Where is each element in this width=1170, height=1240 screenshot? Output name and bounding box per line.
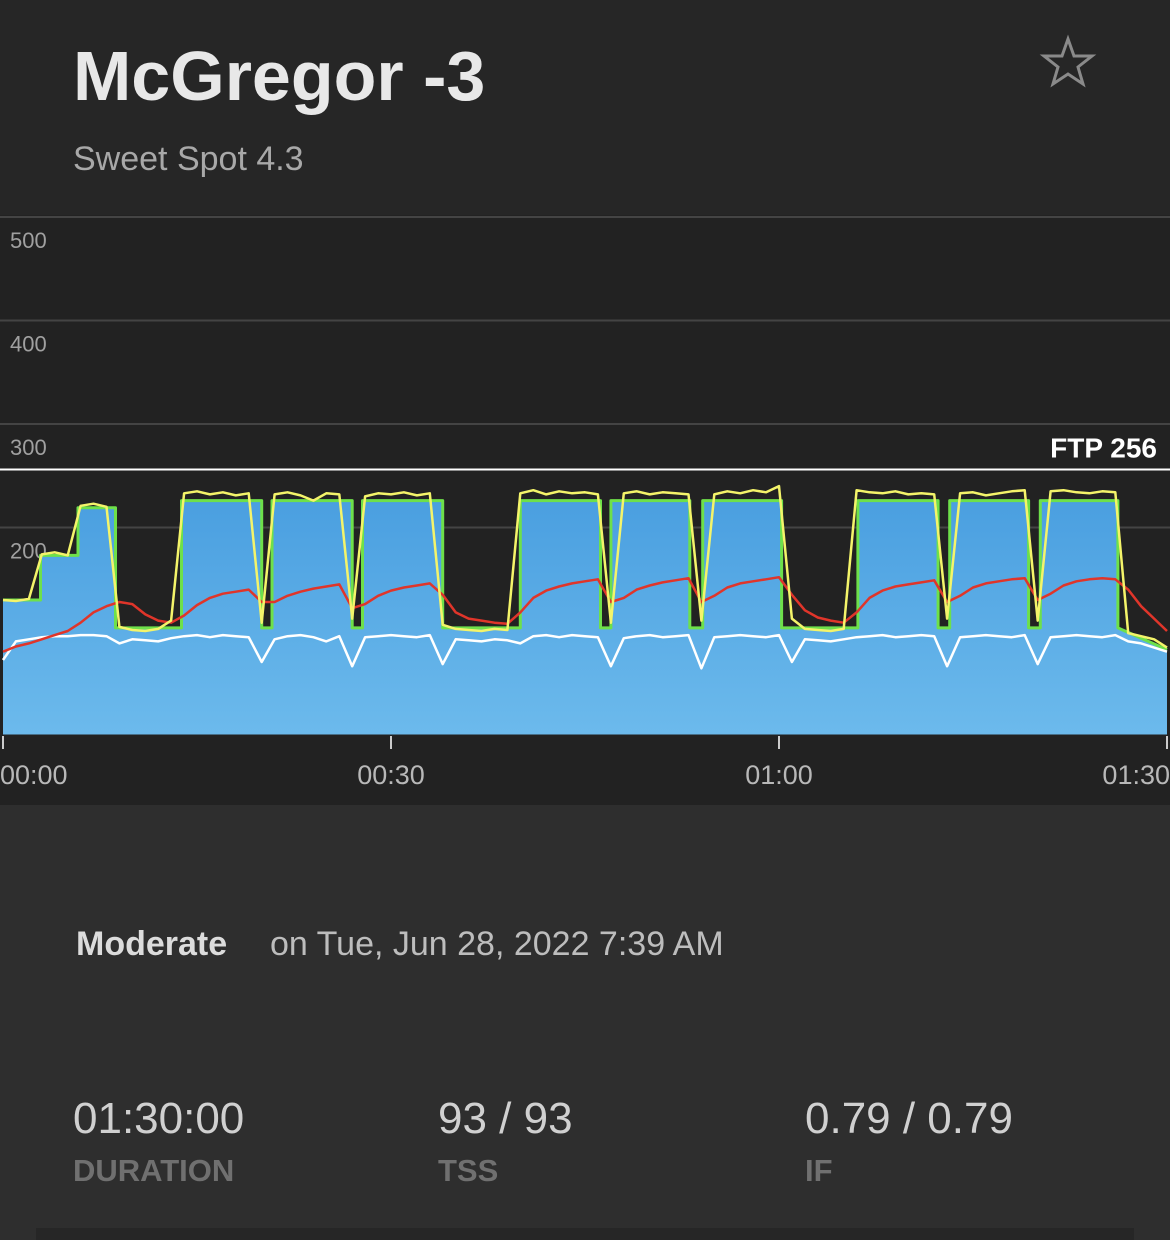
bottom-card	[36, 1228, 1134, 1240]
x-tick-label: 00:00	[0, 760, 68, 790]
data-line	[1, 633, 1168, 670]
stat-value: 01:30:00	[73, 1094, 244, 1143]
workout-date: on Tue, Jun 28, 2022 7:39 AM	[270, 925, 724, 963]
data-line	[2, 575, 1168, 653]
stat-value: 93 / 93	[438, 1094, 573, 1143]
stat-label: IF	[805, 1153, 833, 1188]
target-area	[3, 500, 1167, 735]
y-tick-label: 400	[10, 332, 47, 357]
x-tick-label: 01:00	[745, 760, 813, 790]
intensity: Moderate	[76, 925, 227, 963]
stat-label: DURATION	[73, 1153, 234, 1188]
stat-value: 0.79 / 0.79	[805, 1094, 1013, 1143]
stat-label: TSS	[438, 1153, 498, 1188]
x-tick-label: 01:30	[1102, 760, 1170, 790]
data-line	[2, 484, 1168, 649]
y-tick-label: 300	[10, 435, 47, 460]
target-line	[3, 499, 1168, 651]
x-tick-label: 00:30	[357, 760, 425, 790]
ftp-label: FTP 256	[1050, 433, 1157, 464]
workout-title: McGregor -3	[73, 37, 485, 115]
favorite-star[interactable]	[1039, 34, 1097, 88]
y-tick-label: 500	[10, 228, 47, 253]
workout-subtitle: Sweet Spot 4.3	[73, 140, 304, 178]
header-bg	[0, 0, 1170, 215]
details-bg	[0, 805, 1170, 1240]
